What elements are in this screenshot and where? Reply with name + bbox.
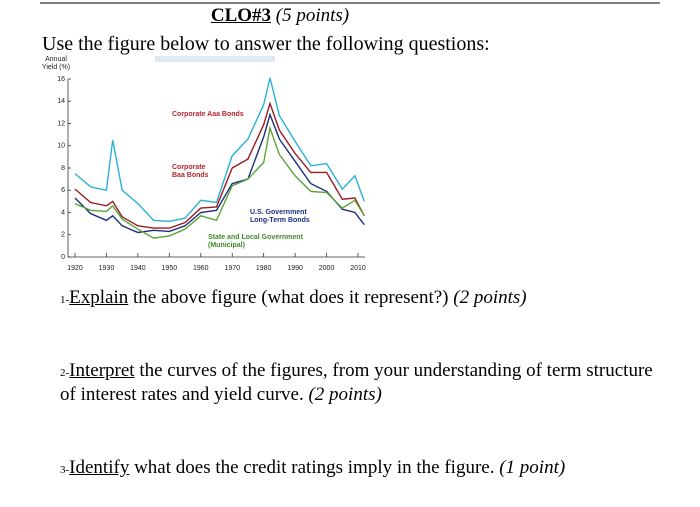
instruction: Use the figure below to answer the follo… [42, 33, 490, 55]
y-tick-label: 12 [57, 120, 65, 127]
y-tick-label: 10 [57, 143, 65, 150]
question-number: 3- [60, 464, 70, 476]
series-label: State and Local Government (Municipal) [208, 234, 303, 249]
x-tick-label: 2010 [350, 265, 366, 272]
question-verb: Identify [69, 457, 130, 478]
question-points: (2 points) [453, 287, 527, 308]
y-tick-label: 2 [61, 232, 65, 239]
y-axis-label: Yield (%) [42, 64, 70, 71]
question-points: (2 points) [308, 384, 382, 405]
y-axis-label: Annual [45, 56, 67, 63]
question-verb: Explain [69, 287, 129, 308]
y-tick-label: 16 [57, 76, 65, 83]
question-number: 1- [60, 294, 70, 306]
question-points: (1 point) [499, 457, 566, 478]
x-tick-label: 1990 [287, 265, 303, 272]
x-tick-label: 1980 [256, 265, 272, 272]
x-tick-label: 1930 [99, 265, 115, 272]
chart: Annual Yield (%) 0 2 4 6 8 10 12 14 16 1920 1930 19… [40, 2, 660, 272]
question-text: the above figure (what does it represent… [133, 287, 449, 308]
question: 3-Identify what does the credit ratings … [60, 457, 670, 481]
y-tick-label: 4 [61, 209, 65, 216]
series-line [74, 112, 365, 234]
x-tick-label: 2000 [319, 265, 335, 272]
question: 2-Interpret the curves of the figures, f… [60, 360, 670, 406]
series-line [74, 77, 365, 223]
question-number: 2- [60, 367, 70, 379]
y-tick-label: 8 [61, 165, 65, 172]
points: (5 points) [275, 5, 350, 26]
x-tick-label: 1950 [162, 265, 178, 272]
question-verb: Interpret [69, 360, 135, 381]
question-text: the curves of the figures, from your und… [60, 360, 653, 405]
header: CLO#3 (5 points) [0, 5, 560, 27]
series-label: Corporate Aaa Bonds [172, 111, 244, 118]
series-label: Corporate Baa Bonds [172, 164, 209, 179]
x-tick-label: 1970 [224, 265, 240, 272]
figure-strip [155, 56, 275, 62]
y-tick-label: 6 [61, 187, 65, 194]
x-tick-label: 1960 [193, 265, 209, 272]
series-line [74, 125, 365, 239]
title: CLO#3 [210, 5, 272, 26]
x-tick-label: 1940 [130, 265, 146, 272]
question-text: what does the credit ratings imply in th… [134, 457, 495, 478]
x-tick-label: 1920 [67, 265, 83, 272]
question: 1-Explain the above figure (what does it… [60, 287, 670, 311]
y-tick-label: 0 [61, 254, 65, 261]
series-line [74, 101, 365, 229]
y-tick-label: 14 [57, 98, 65, 105]
series-label: U.S. Government Long-Term Bonds [250, 209, 310, 224]
